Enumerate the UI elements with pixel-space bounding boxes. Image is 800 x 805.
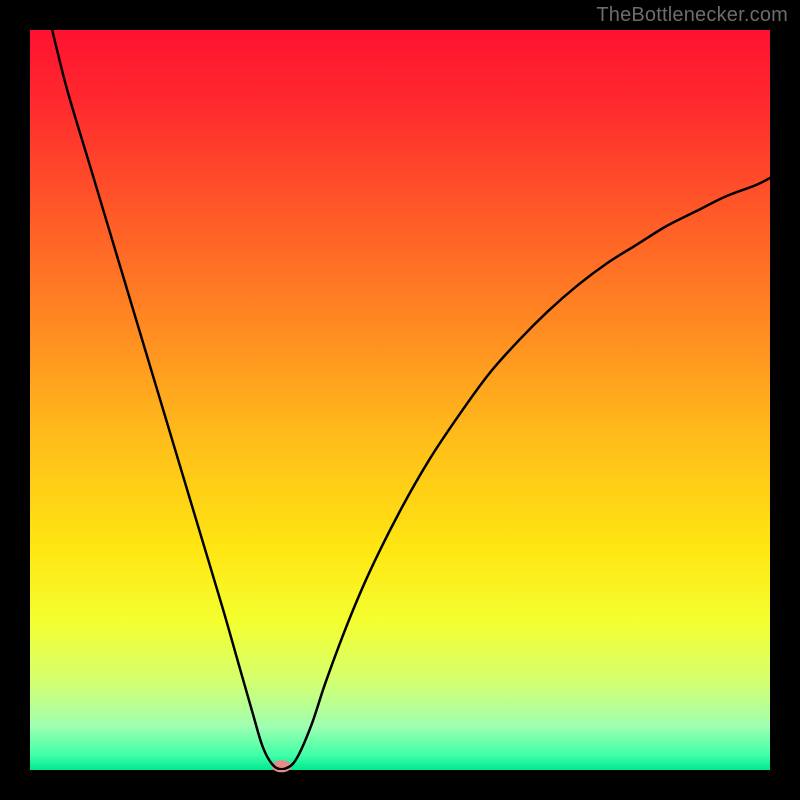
- bottleneck-chart: [0, 0, 800, 800]
- watermark-text: TheBottlenecker.com: [596, 4, 788, 27]
- plot-area: [30, 30, 770, 770]
- chart-container: [0, 0, 800, 800]
